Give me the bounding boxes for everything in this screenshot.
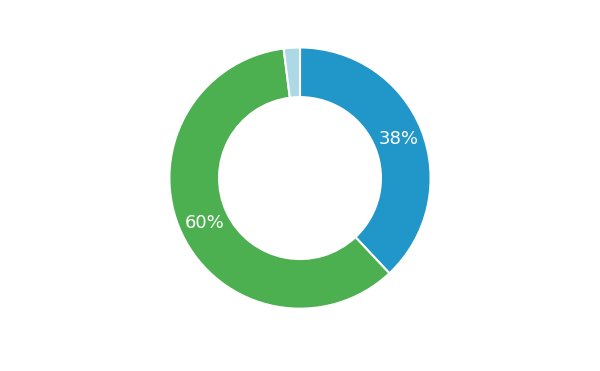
Wedge shape bbox=[169, 49, 389, 309]
Text: 38%: 38% bbox=[379, 130, 418, 148]
Wedge shape bbox=[284, 47, 300, 98]
Wedge shape bbox=[300, 47, 431, 273]
Text: 60%: 60% bbox=[184, 214, 224, 232]
